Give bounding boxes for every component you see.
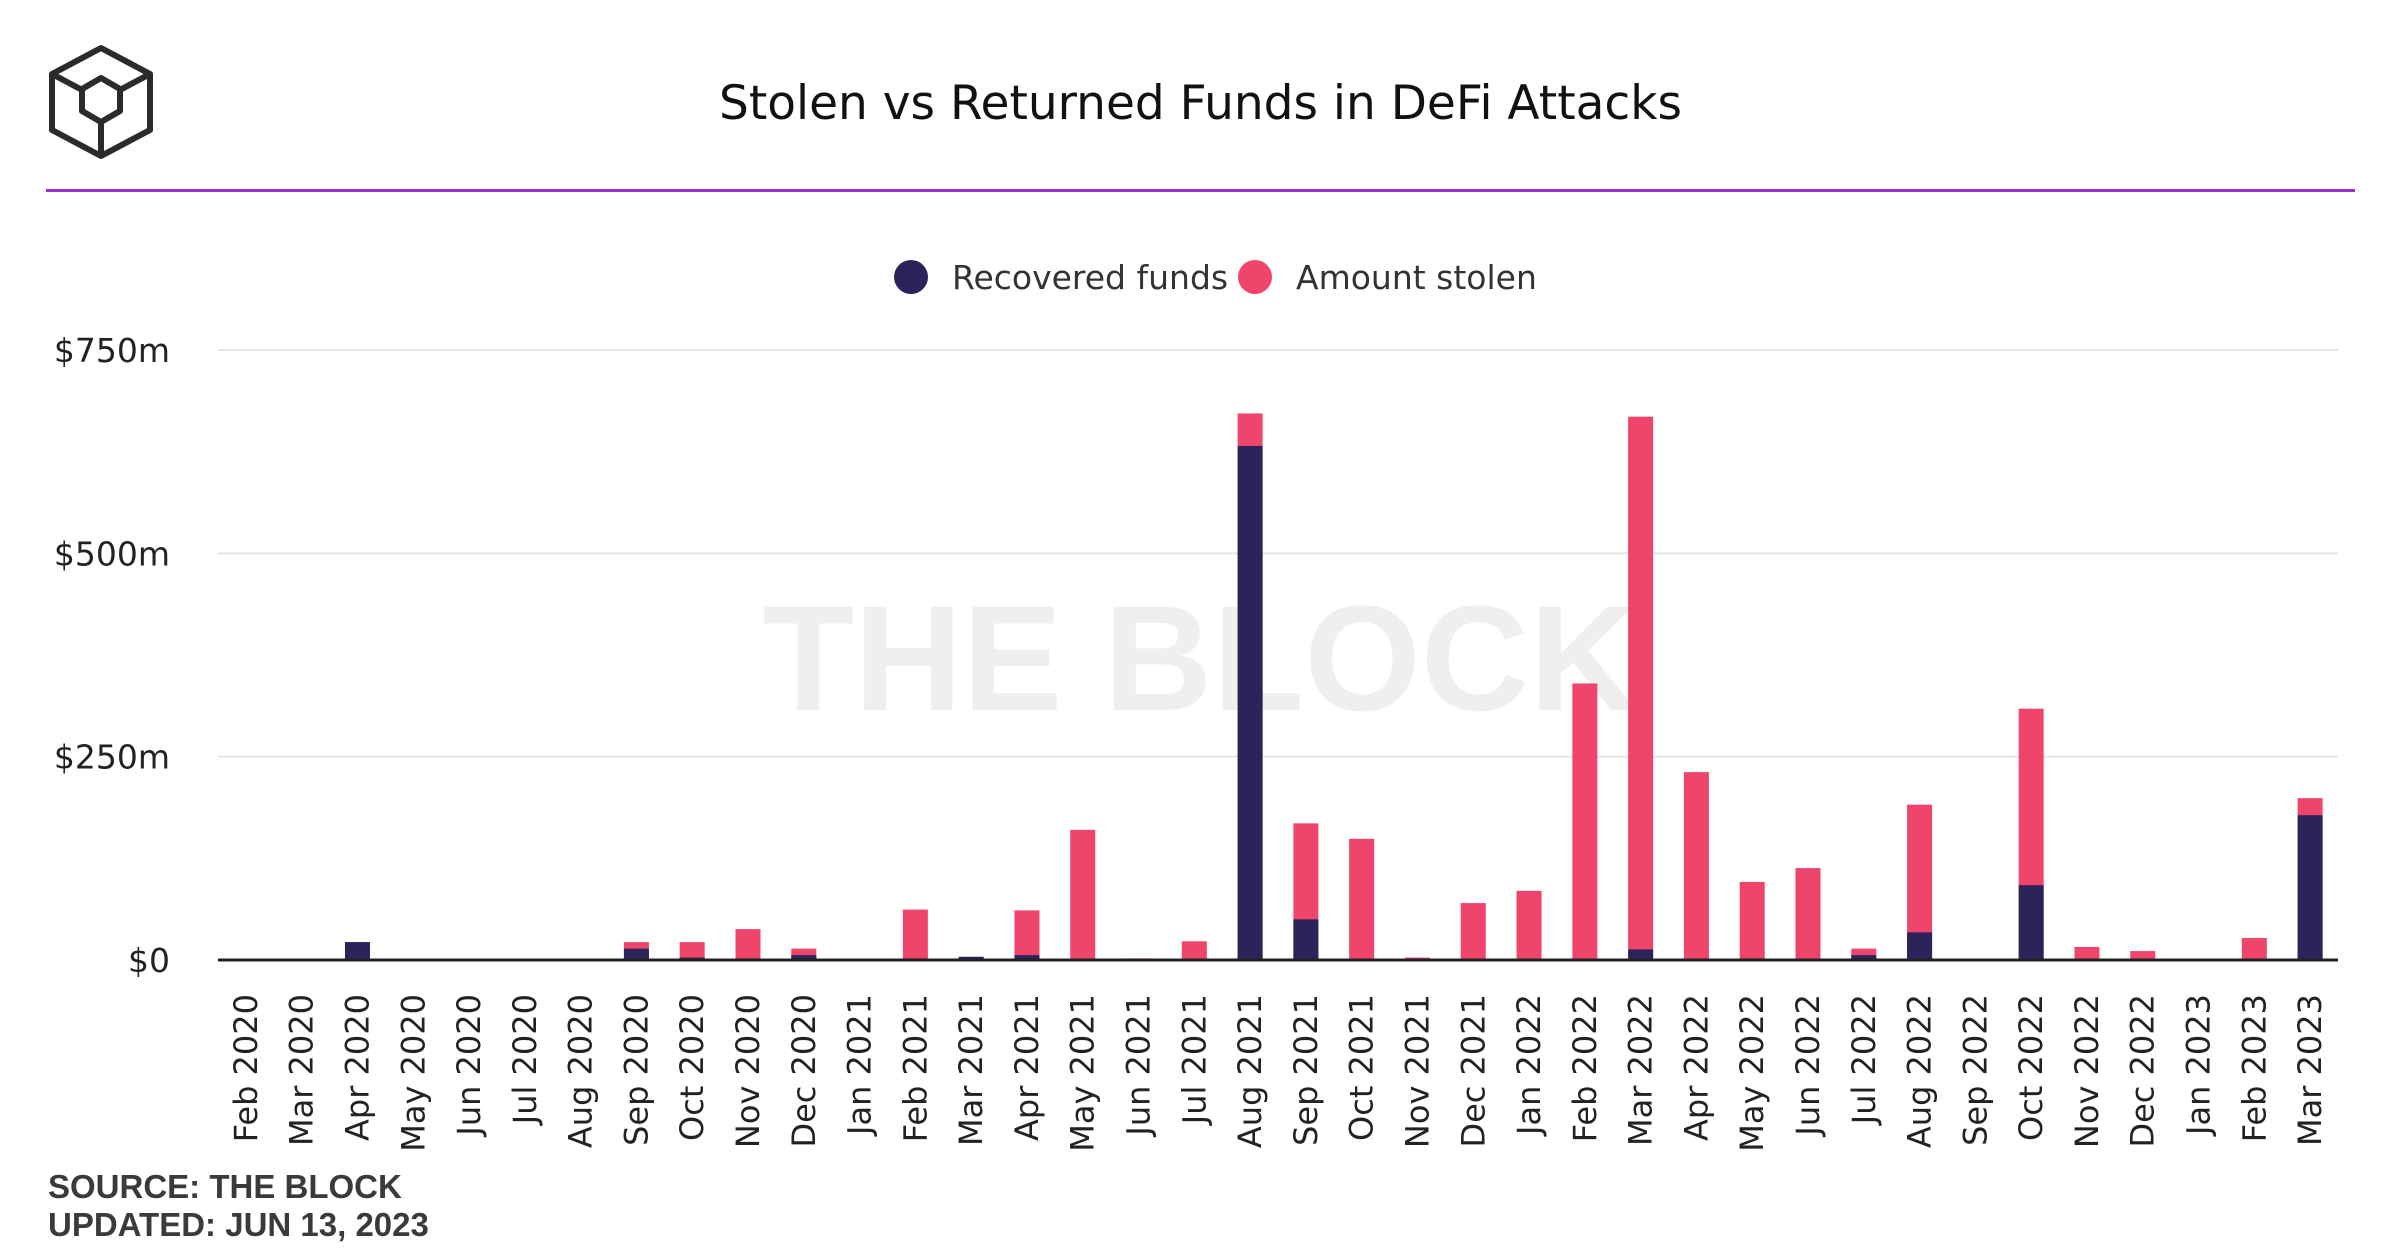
x-tick-label: Sep 2021 xyxy=(1287,994,1325,1146)
x-tick-label: Mar 2023 xyxy=(2291,994,2329,1146)
header-divider xyxy=(46,189,2355,192)
chart-header: Stolen vs Returned Funds in DeFi Attacks xyxy=(0,0,2401,196)
bar-recovered xyxy=(958,956,984,960)
y-axis-ticks: $0 $250m $500m $750m xyxy=(54,331,170,980)
x-tick-label: Feb 2020 xyxy=(227,994,265,1142)
bar-recovered xyxy=(2297,815,2323,960)
x-tick-label: Apr 2020 xyxy=(338,994,376,1141)
bar-recovered xyxy=(1014,955,1040,960)
bar-stolen xyxy=(1460,903,1486,960)
y-tick-label: $750m xyxy=(54,331,170,370)
x-tick-label: Oct 2021 xyxy=(1343,994,1381,1141)
x-tick-label: Jan 2022 xyxy=(1510,994,1548,1137)
legend-label-stolen: Amount stolen xyxy=(1296,258,1537,297)
x-tick-label: Nov 2022 xyxy=(2068,994,2106,1148)
x-tick-label: Aug 2022 xyxy=(1901,994,1939,1148)
bar-recovered xyxy=(2018,885,2044,960)
bar-recovered xyxy=(1293,919,1319,960)
x-tick-label: Jan 2021 xyxy=(841,994,879,1137)
bar-stolen xyxy=(1628,416,1654,960)
x-tick-label: Jun 2021 xyxy=(1120,994,1158,1138)
bar-stolen xyxy=(1851,948,1877,960)
bar-stolen xyxy=(2130,951,2156,960)
bar-stolen xyxy=(1795,868,1821,960)
x-tick-label: Aug 2020 xyxy=(562,994,600,1148)
x-tick-label: Dec 2022 xyxy=(2124,994,2162,1148)
bar-stolen xyxy=(2241,938,2267,960)
source-label: SOURCE: THE BLOCK xyxy=(48,1168,402,1205)
x-tick-label: May 2021 xyxy=(1064,994,1102,1152)
bar-stolen xyxy=(1572,683,1598,960)
x-tick-label: Feb 2021 xyxy=(896,994,934,1142)
bar-recovered xyxy=(1237,445,1263,960)
x-tick-label: Nov 2020 xyxy=(729,994,767,1148)
legend: Recovered funds Amount stolen xyxy=(894,258,1537,297)
x-tick-label: May 2022 xyxy=(1733,994,1771,1152)
bar-stolen xyxy=(902,909,928,960)
x-tick-label: Dec 2020 xyxy=(785,994,823,1148)
x-tick-label: Feb 2023 xyxy=(2235,994,2273,1142)
x-tick-label: Dec 2021 xyxy=(1454,994,1492,1148)
bar-stolen xyxy=(1516,890,1542,960)
bar-stolen xyxy=(679,942,705,960)
bar-recovered xyxy=(1851,955,1877,960)
bar-stolen xyxy=(1683,772,1709,960)
bar-stolen xyxy=(791,948,817,960)
bars-layer xyxy=(344,413,2323,960)
bar-recovered xyxy=(791,955,817,960)
bar-stolen xyxy=(735,929,761,960)
x-tick-label: Aug 2021 xyxy=(1231,994,1269,1148)
x-tick-label: Jul 2022 xyxy=(1845,994,1883,1126)
y-tick-label: $0 xyxy=(128,941,170,980)
x-tick-label: Oct 2020 xyxy=(673,994,711,1141)
x-tick-label: Jun 2022 xyxy=(1789,994,1827,1138)
x-tick-label: Jan 2023 xyxy=(2180,994,2218,1137)
the-block-logo-icon xyxy=(49,45,153,159)
x-tick-label: Jul 2020 xyxy=(506,994,544,1126)
bar-stolen xyxy=(1181,941,1207,960)
x-tick-label: Mar 2021 xyxy=(952,994,990,1146)
bar-stolen xyxy=(1739,881,1765,960)
bar-recovered xyxy=(1628,949,1654,960)
bar-stolen xyxy=(1014,910,1040,960)
x-tick-label: Oct 2022 xyxy=(2012,994,2050,1141)
x-tick-label: Feb 2022 xyxy=(1566,994,1604,1142)
x-tick-label: Nov 2021 xyxy=(1398,994,1436,1148)
y-tick-label: $500m xyxy=(54,534,170,573)
x-tick-label: Sep 2020 xyxy=(617,994,655,1146)
x-tick-label: Sep 2022 xyxy=(1956,994,1994,1146)
bar-recovered xyxy=(344,942,370,960)
x-tick-label: Jun 2020 xyxy=(450,994,488,1138)
bar-stolen xyxy=(2074,946,2100,960)
x-tick-label: Jul 2021 xyxy=(1175,994,1213,1126)
x-axis-ticks: Feb 2020 Mar 2020 Apr 2020 May 2020 Jun 2020… xyxy=(227,994,2329,1152)
grid-lines xyxy=(218,349,2338,758)
x-tick-label: Apr 2021 xyxy=(1008,994,1046,1141)
x-tick-label: Mar 2020 xyxy=(283,994,321,1146)
watermark: THE BLOCK xyxy=(763,574,1638,742)
legend-marker-recovered xyxy=(894,260,928,294)
bar-stolen xyxy=(1070,829,1096,960)
legend-label-recovered: Recovered funds xyxy=(952,258,1228,297)
bar-recovered xyxy=(1907,932,1933,960)
footer: SOURCE: THE BLOCK UPDATED: JUN 13, 2023 xyxy=(48,1168,429,1244)
bar-recovered xyxy=(623,948,649,960)
legend-marker-stolen xyxy=(1238,260,1272,294)
updated-label: UPDATED: JUN 13, 2023 xyxy=(48,1206,429,1243)
chart-title: Stolen vs Returned Funds in DeFi Attacks xyxy=(719,76,1682,131)
x-tick-label: Mar 2022 xyxy=(1622,994,1660,1146)
bar-stolen xyxy=(1349,838,1375,960)
x-tick-label: May 2020 xyxy=(394,994,432,1152)
x-tick-label: Apr 2022 xyxy=(1677,994,1715,1141)
y-tick-label: $250m xyxy=(54,738,170,777)
